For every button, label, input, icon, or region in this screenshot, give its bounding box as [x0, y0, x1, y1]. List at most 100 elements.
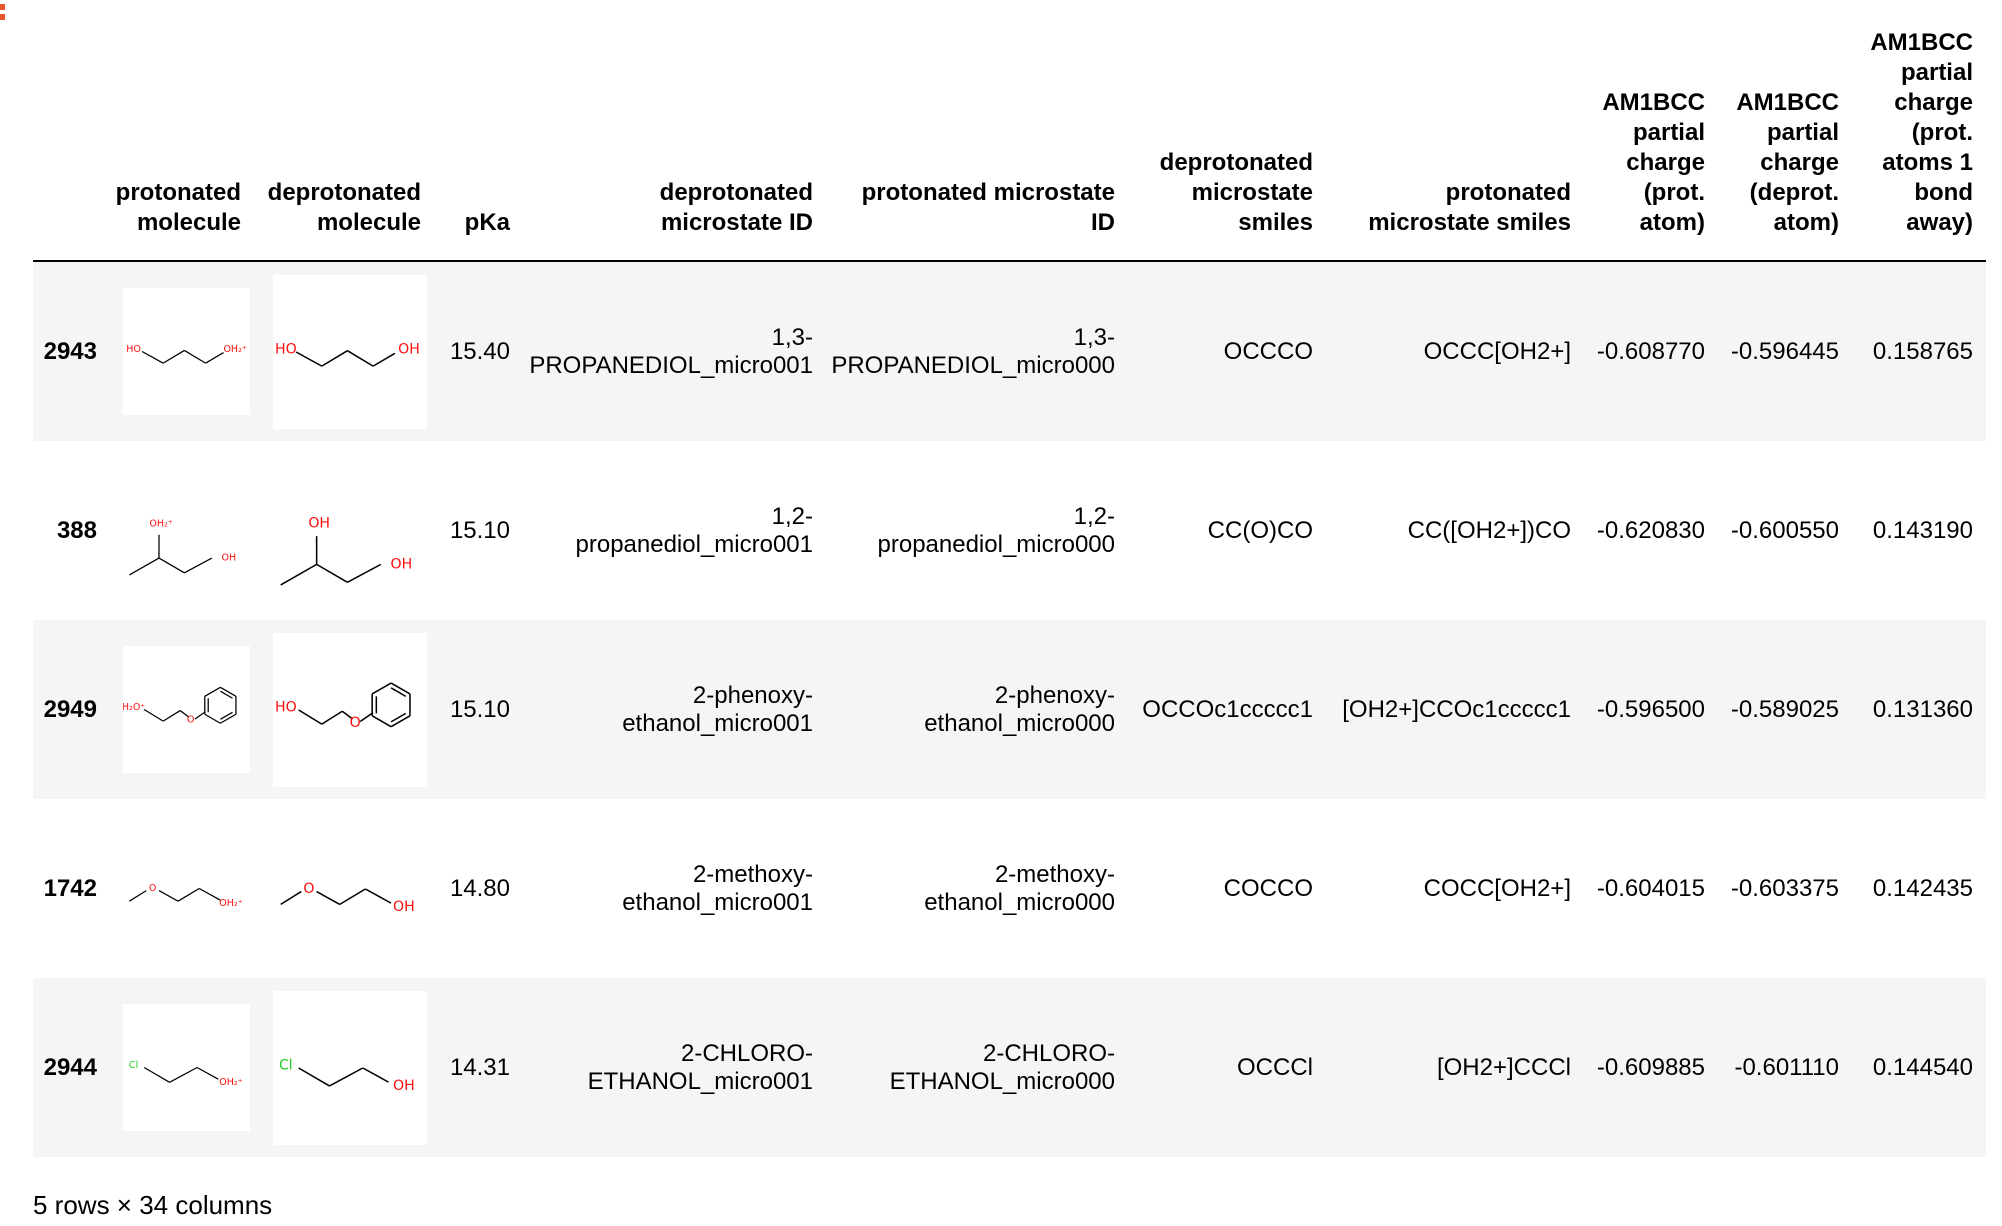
- molecule-image: OH₂⁺ OH: [123, 467, 250, 594]
- bond: [179, 710, 189, 718]
- molecule-drawing: Cl OH₂⁺: [129, 1060, 243, 1088]
- bond: [198, 887, 221, 901]
- cell-marker: [0, 4, 5, 22]
- index-header: [33, 0, 110, 262]
- row-index: 2949: [33, 620, 110, 799]
- bond: [204, 713, 221, 724]
- table-cell: [OH2+]CCCl: [1326, 978, 1584, 1157]
- column-header: protonated microstate smiles: [1326, 0, 1584, 262]
- molecule-image: Cl OH₂⁺: [123, 1004, 250, 1131]
- bond: [390, 714, 411, 727]
- atom-label: Cl: [129, 1060, 138, 1071]
- table-cell: 0.143190: [1872, 516, 1973, 544]
- bond: [177, 887, 200, 902]
- bond: [184, 349, 206, 364]
- table-cell: -0.604015: [1596, 874, 1705, 902]
- row-index: 2943: [33, 261, 110, 441]
- molecule-drawing: HO O: [275, 681, 411, 730]
- header-row: protonated molecule deprotonated molecule…: [33, 0, 1986, 262]
- bond: [347, 563, 382, 583]
- atom-label: O: [187, 715, 195, 726]
- table-cell: 14.80: [449, 874, 510, 902]
- table-cell: 0.142435: [1872, 874, 1973, 902]
- table-row: 2943 HO OH₂⁺ HO OH 15.40 1,3- PROPANEDIOL_micr…: [33, 261, 1986, 441]
- molecule-drawing: H₂O⁺ O: [123, 686, 237, 726]
- protonated-molecule-cell: HO OH₂⁺: [110, 261, 254, 441]
- bond: [371, 681, 392, 695]
- bond: [359, 711, 374, 722]
- bond: [129, 557, 160, 576]
- molecule-image: H₂O⁺ O: [123, 646, 250, 773]
- molecule-drawing: HO OH: [275, 341, 420, 367]
- table-cell: CC(O)CO: [1207, 516, 1313, 544]
- bond: [298, 1066, 330, 1087]
- atom-label: O: [350, 714, 361, 730]
- bond: [141, 350, 164, 364]
- molecule-drawing: OH OH: [280, 515, 412, 586]
- table-row: 1742 O OH₂⁺ O OH 14.80 2-methoxy- ethanol_micr…: [33, 799, 1986, 978]
- table-cell: 2-phenoxy- ethanol_micro000: [826, 620, 1128, 799]
- protonated-molecule-cell: OH₂⁺ OH: [110, 441, 254, 620]
- bond: [184, 557, 213, 574]
- deprotonated-molecule-cell: OH OH: [254, 441, 434, 620]
- table-cell: 0.144540: [1852, 978, 1986, 1157]
- bond: [204, 686, 221, 697]
- table-cell: CC([OH2+])CO: [1407, 516, 1571, 544]
- column-header: pKa: [434, 0, 523, 262]
- bond: [298, 708, 323, 725]
- table-cell: [OH2+]CCOc1ccccc1: [1326, 620, 1584, 799]
- table-cell: -0.596445: [1718, 261, 1852, 441]
- atom-label: HO: [275, 341, 297, 357]
- molecule-drawing: OH₂⁺ OH: [129, 519, 236, 576]
- atom-label: OH₂⁺: [219, 898, 242, 909]
- table-cell: OCCC[OH2+]: [1326, 261, 1584, 441]
- table-row: 388 OH₂⁺ OH OH OH 15.10 1,2- propanediol_micro…: [33, 441, 1986, 620]
- bond: [390, 681, 411, 695]
- footer: 5 rows × 34 columns: [33, 1190, 273, 1220]
- table-cell: 1,3- PROPANEDIOL_micro000: [826, 261, 1128, 441]
- table-cell: -0.603375: [1730, 874, 1839, 902]
- molecule-image: O OH₂⁺: [123, 825, 250, 952]
- bond: [169, 1066, 198, 1083]
- bond: [341, 710, 354, 720]
- bond: [220, 713, 237, 724]
- column-header: deprotonated microstate ID: [523, 0, 826, 262]
- table-cell: 2-CHLORO- ETHANOL_micro000: [826, 978, 1128, 1157]
- molecule-image: HO OH: [273, 274, 427, 429]
- bond: [220, 686, 237, 697]
- table-cell: 15.10: [449, 516, 510, 544]
- bond: [143, 1066, 170, 1083]
- bond: [220, 711, 233, 720]
- table-cell: 0.158765: [1852, 261, 1986, 441]
- table-cell: -0.601110: [1718, 978, 1852, 1157]
- table-cell: 2-CHLORO- ETHANOL_micro001: [523, 978, 826, 1157]
- bond: [280, 563, 318, 586]
- table-cell: OCCOc1ccccc1: [1128, 620, 1326, 799]
- bond: [321, 349, 348, 367]
- table-body: 2943 HO OH₂⁺ HO OH 15.40 1,3- PROPANEDIOL_micr…: [33, 261, 1986, 1157]
- table-cell: OCCCO: [1128, 261, 1326, 441]
- bond: [329, 1066, 364, 1087]
- bond: [362, 1066, 389, 1083]
- column-header: deprotonated molecule: [254, 0, 434, 262]
- atom-label: OH₂⁺: [223, 344, 246, 355]
- bond: [390, 686, 407, 697]
- bond: [347, 349, 374, 367]
- table-cell: -0.596500: [1584, 620, 1718, 799]
- molecule-image: O OH: [273, 811, 427, 966]
- column-header: AM1BCC partial charge (deprot. atom): [1718, 0, 1852, 262]
- bond: [280, 890, 302, 905]
- bond: [162, 349, 185, 364]
- molecule-drawing: O OH₂⁺: [129, 883, 243, 909]
- table-cell: 2-methoxy- ethanol_micro001: [622, 860, 813, 916]
- molecule-image: HO OH₂⁺: [123, 288, 250, 415]
- table-cell: 1,2- propanediol_micro000: [877, 502, 1116, 558]
- table-cell: COCCO: [1223, 874, 1313, 902]
- column-header: AM1BCC partial charge (prot. atoms 1 bon…: [1852, 0, 1986, 262]
- molecule-image: HO O: [273, 632, 427, 787]
- table-cell: 2-methoxy- ethanol_micro000: [924, 860, 1115, 916]
- row-index: 388: [56, 516, 97, 544]
- protonated-molecule-cell: H₂O⁺ O: [110, 620, 254, 799]
- table-cell: 1,2- propanediol_micro001: [575, 502, 814, 558]
